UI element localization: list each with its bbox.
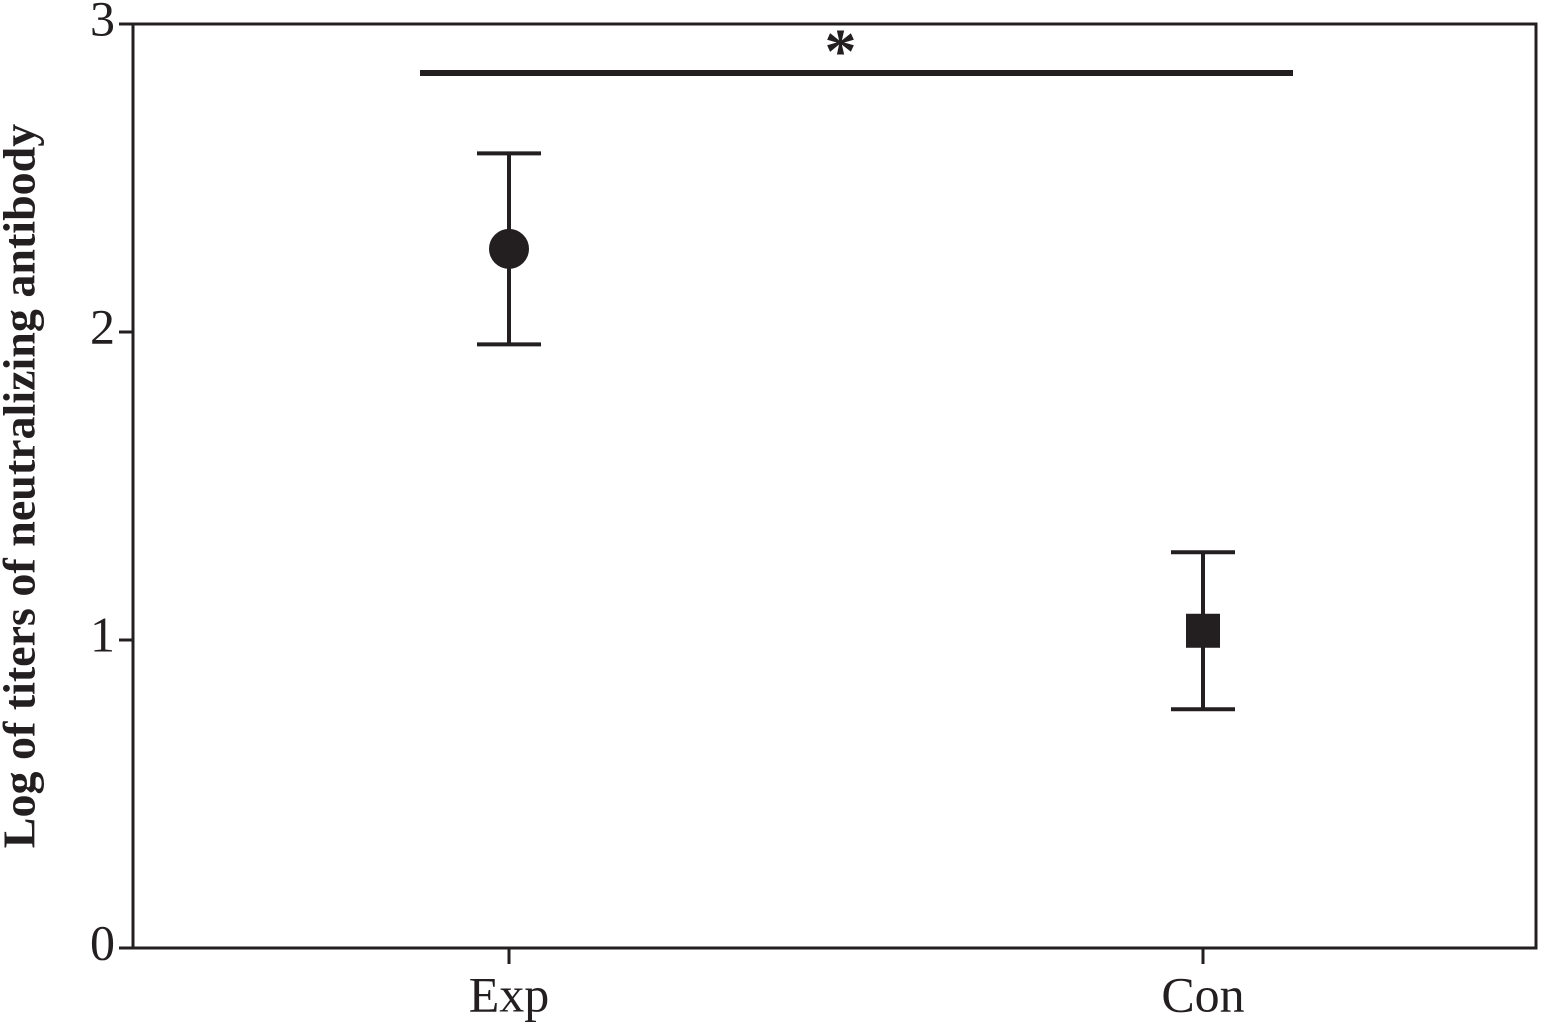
y-tick-label: 0 xyxy=(90,914,115,970)
y-axis-label: Log of titers of neutralizing antibody xyxy=(0,124,45,848)
marker xyxy=(489,228,529,269)
y-tick-label: 3 xyxy=(90,0,115,46)
x-tick-label: Con xyxy=(1161,966,1244,1022)
marker xyxy=(1186,613,1220,648)
y-tick-label: 2 xyxy=(90,298,115,354)
plot-frame xyxy=(131,22,1538,950)
x-tick-label: Exp xyxy=(469,966,550,1022)
significance-marker: * xyxy=(825,16,857,87)
y-tick-label: 1 xyxy=(90,606,115,662)
